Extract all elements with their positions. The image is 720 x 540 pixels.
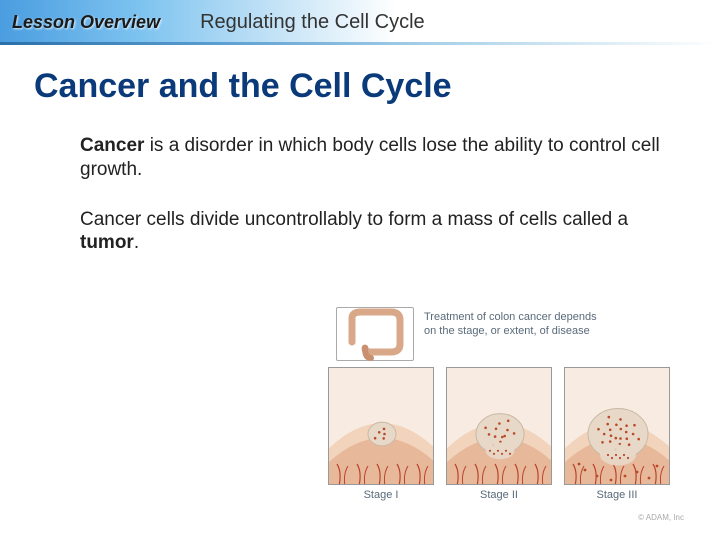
- stage-panel-image: [564, 367, 670, 485]
- stage-panels: Stage I Stage II Stage III: [328, 367, 688, 501]
- stage-panel: Stage I: [328, 367, 434, 501]
- paragraph-1: Cancer is a disorder in which body cells…: [80, 134, 660, 182]
- paragraph-2: Cancer cells divide uncontrollably to fo…: [80, 208, 660, 256]
- colon-thumbnail: [336, 307, 414, 361]
- figure-credit: © ADAM, Inc: [638, 513, 684, 522]
- stage-label: Stage I: [328, 489, 434, 501]
- lesson-overview-label: Lesson Overview: [12, 12, 160, 33]
- stage-panel-image: [446, 367, 552, 485]
- page-title: Cancer and the Cell Cycle: [34, 67, 720, 106]
- figure-top-row: Treatment of colon cancer depends on the…: [328, 307, 688, 361]
- stage-panel: Stage III: [564, 367, 670, 501]
- body-text: Cancer is a disorder in which body cells…: [80, 134, 660, 255]
- colon-icon: [337, 308, 415, 362]
- stage-panel-image: [328, 367, 434, 485]
- header-bar: Lesson Overview Regulating the Cell Cycl…: [0, 0, 720, 45]
- stage-label: Stage II: [446, 489, 552, 501]
- figure-caption: Treatment of colon cancer depends on the…: [424, 307, 604, 339]
- lesson-subtitle: Regulating the Cell Cycle: [200, 11, 425, 34]
- figure: Treatment of colon cancer depends on the…: [328, 307, 688, 522]
- stage-label: Stage III: [564, 489, 670, 501]
- stage-panel: Stage II: [446, 367, 552, 501]
